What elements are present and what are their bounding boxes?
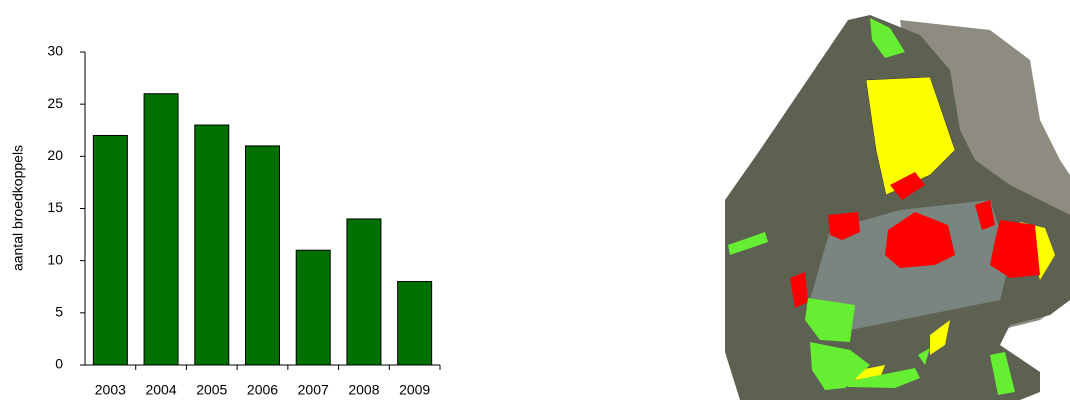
map-zone-green [728, 232, 768, 255]
map-zone-green [870, 18, 905, 58]
map-zone-red [975, 200, 995, 230]
map-zone-red [790, 272, 808, 308]
y-axis-title: aantal broedkoppels [10, 145, 26, 271]
map-zone-green [845, 368, 920, 388]
bar [346, 218, 382, 366]
map-zone-green [990, 352, 1015, 395]
map-zone-red [890, 172, 925, 200]
map-zone-green [810, 342, 870, 390]
x-tick-label: 2004 [145, 382, 176, 398]
map [725, 15, 1070, 400]
bar [295, 249, 331, 366]
x-tick-label: 2003 [95, 382, 126, 398]
map-zone-green [918, 348, 930, 365]
map-zone-red [885, 212, 955, 268]
bar [194, 124, 230, 366]
bar [143, 93, 179, 366]
bar [92, 134, 128, 366]
x-tick-label: 2005 [196, 382, 227, 398]
map-zone-red [990, 220, 1040, 278]
bar [245, 145, 280, 366]
x-tick-label: 2008 [348, 382, 379, 398]
y-tick-label: 10 [47, 251, 63, 267]
x-tick-label: 2006 [247, 382, 278, 398]
map-zone-yellow [930, 320, 950, 355]
y-tick-label: 20 [47, 147, 63, 163]
y-tick-label: 0 [55, 356, 63, 372]
y-tick-label: 25 [47, 95, 63, 111]
x-tick-label: 2009 [399, 382, 430, 398]
bar [397, 281, 433, 366]
y-tick-label: 5 [55, 304, 63, 320]
map-zone-red [828, 212, 860, 240]
x-tick-label: 2007 [298, 382, 329, 398]
map-zone-yellow [865, 76, 956, 196]
y-tick-label: 30 [47, 43, 63, 59]
map-zone-green [805, 298, 855, 342]
y-tick-label: 15 [47, 199, 63, 215]
